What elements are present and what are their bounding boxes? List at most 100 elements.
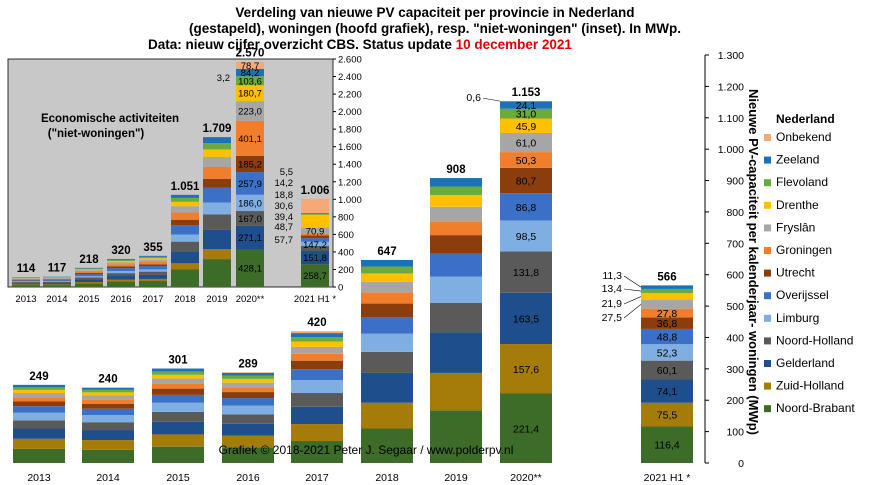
main-segment-limburg bbox=[222, 405, 274, 415]
inset-segment-frysl-n bbox=[301, 227, 329, 234]
main-segment-limburg bbox=[430, 276, 482, 303]
inset-y-tick-label: 1.600 bbox=[338, 142, 362, 153]
main-segment-gelderland bbox=[152, 421, 204, 435]
inset-segment-zuid-holland bbox=[107, 279, 135, 282]
main-leader-line bbox=[623, 296, 642, 305]
legend-label: Zeeland bbox=[776, 153, 819, 167]
inset-segment-frysl-n bbox=[12, 278, 40, 279]
inset-segment-noord-brabant bbox=[12, 285, 40, 287]
legend-label: Gelderland bbox=[776, 356, 835, 370]
legend-label: Groningen bbox=[776, 243, 832, 257]
main-segment-label: 31,0 bbox=[516, 109, 537, 121]
inset-segment-zuid-holland bbox=[75, 282, 103, 284]
inset-segment-flevoland bbox=[203, 143, 231, 150]
main-segment-flevoland bbox=[641, 288, 693, 294]
main-segment-label-outside: 11,3 bbox=[602, 270, 622, 282]
inset-bar-2016: 320 2016 bbox=[107, 245, 135, 305]
inset-segment-flevoland bbox=[139, 256, 167, 259]
inset-segment-zeeland bbox=[203, 137, 231, 144]
main-x-tick-label: 2016 bbox=[236, 472, 260, 484]
main-segment-frysl-n bbox=[291, 346, 343, 354]
main-segment-label: 75,5 bbox=[657, 410, 678, 422]
main-segment-groningen bbox=[82, 399, 134, 404]
main-segment-gelderland bbox=[361, 372, 413, 403]
main-segment-drenthe bbox=[222, 378, 274, 383]
main-y-tick-label: 600 bbox=[726, 270, 744, 282]
inset-segment-noord-brabant bbox=[43, 285, 71, 287]
main-segment-flevoland bbox=[222, 375, 274, 379]
inset-segment-noord-brabant bbox=[301, 264, 329, 287]
main-y-axis-label: Nieuwe PV-capaciteit per kalenderjaar- w… bbox=[746, 89, 761, 435]
legend-swatch bbox=[764, 269, 771, 277]
inset-segment-label: 84,2 bbox=[241, 68, 260, 79]
main-leader-line bbox=[482, 97, 501, 102]
main-bar-2020: 1.153 2020** bbox=[500, 87, 552, 484]
inset-bar-2015: 218 2015 bbox=[75, 254, 103, 305]
inset-segment-noord-holland bbox=[107, 273, 135, 277]
inset-segment-drenthe bbox=[301, 214, 329, 228]
main-segment-label: 131,8 bbox=[513, 267, 539, 279]
inset-total-label: 320 bbox=[111, 245, 130, 257]
title-line3: Data: nieuw cijfer overzicht CBS. Status… bbox=[148, 37, 572, 52]
legend-swatch bbox=[764, 247, 771, 254]
inset-segment-label: 147,2 bbox=[303, 240, 327, 251]
main-segment-zuid-holland bbox=[13, 438, 65, 449]
legend-label: Utrecht bbox=[776, 266, 815, 280]
main-total-label: 908 bbox=[446, 164, 466, 176]
main-y-tick-label: 1.200 bbox=[718, 81, 744, 93]
inset-x-tick-label: 2014 bbox=[46, 294, 67, 305]
main-total-label: 1.153 bbox=[512, 87, 541, 99]
legend-item-limburg: Limburg bbox=[764, 311, 819, 325]
inset-x-tick-label: 2018 bbox=[174, 294, 195, 305]
main-segment-overijssel bbox=[641, 328, 693, 345]
inset-segment-frysl-n bbox=[203, 156, 231, 167]
main-segment-frysl-n bbox=[222, 382, 274, 388]
inset-y-tick-label: 2.000 bbox=[338, 107, 362, 118]
legend-label: Noord-Brabant bbox=[776, 401, 855, 415]
main-total-label: 249 bbox=[29, 371, 48, 383]
inset-y-tick-label: 800 bbox=[338, 212, 354, 223]
main-segment-drenthe bbox=[500, 118, 552, 133]
inset-segment-noord-brabant bbox=[75, 283, 103, 287]
legend-item-utrecht: Utrecht bbox=[764, 266, 815, 280]
inset-segment-label-outside: 30,6 bbox=[275, 201, 294, 212]
main-segment-label: 48,8 bbox=[657, 332, 678, 344]
main-segment-onbekend bbox=[291, 331, 343, 334]
inset-total-label: 355 bbox=[143, 242, 163, 254]
main-segment-groningen bbox=[430, 221, 482, 236]
legend-label: Zuid-Holland bbox=[776, 379, 844, 393]
inset-segment-gelderland bbox=[139, 274, 167, 279]
legend-swatch bbox=[764, 156, 771, 164]
inset-y-tick-label: 400 bbox=[338, 247, 354, 258]
main-x-tick-label: 2014 bbox=[96, 472, 120, 484]
inset-segment-utrecht bbox=[171, 219, 199, 226]
inset-segment-zeeland bbox=[139, 255, 167, 257]
main-segment-zuid-holland bbox=[641, 402, 693, 427]
main-leader-line bbox=[623, 288, 642, 292]
inset-segment-drenthe bbox=[203, 149, 231, 157]
legend-swatch bbox=[764, 224, 771, 232]
inset-segment-noord-brabant bbox=[236, 249, 264, 287]
inset-segment-noord-holland bbox=[203, 214, 231, 230]
main-segment-label: 27,8 bbox=[657, 308, 678, 320]
main-segment-limburg bbox=[152, 402, 204, 412]
main-y-tick-label: 400 bbox=[726, 332, 744, 344]
main-segment-limburg bbox=[361, 333, 413, 352]
inset-segment-limburg bbox=[203, 202, 231, 215]
main-segment-frysl-n bbox=[361, 281, 413, 293]
inset-bar-2013: 114 2013 bbox=[12, 263, 40, 305]
main-bar-2018: 647 2018 bbox=[361, 246, 413, 484]
main-segment-groningen bbox=[291, 353, 343, 361]
main-segment-label: 52,3 bbox=[657, 347, 678, 359]
main-segment-utrecht bbox=[361, 303, 413, 318]
inset-segment-noord-holland bbox=[171, 241, 199, 252]
credit-text: Grafiek © 2018-2021 Peter J. Segaar / ww… bbox=[219, 443, 514, 457]
inset-segment-overijssel bbox=[301, 238, 329, 242]
legend-item-onbekend: Onbekend bbox=[764, 130, 831, 144]
inset-segment-drenthe bbox=[139, 258, 167, 260]
main-y-tick-label: 900 bbox=[726, 176, 744, 188]
main-total-label: 647 bbox=[377, 246, 396, 258]
main-segment-limburg bbox=[500, 220, 552, 252]
main-segment-overijssel bbox=[361, 317, 413, 334]
chart-title: Verdeling van nieuwe PV capaciteit per p… bbox=[148, 5, 681, 52]
